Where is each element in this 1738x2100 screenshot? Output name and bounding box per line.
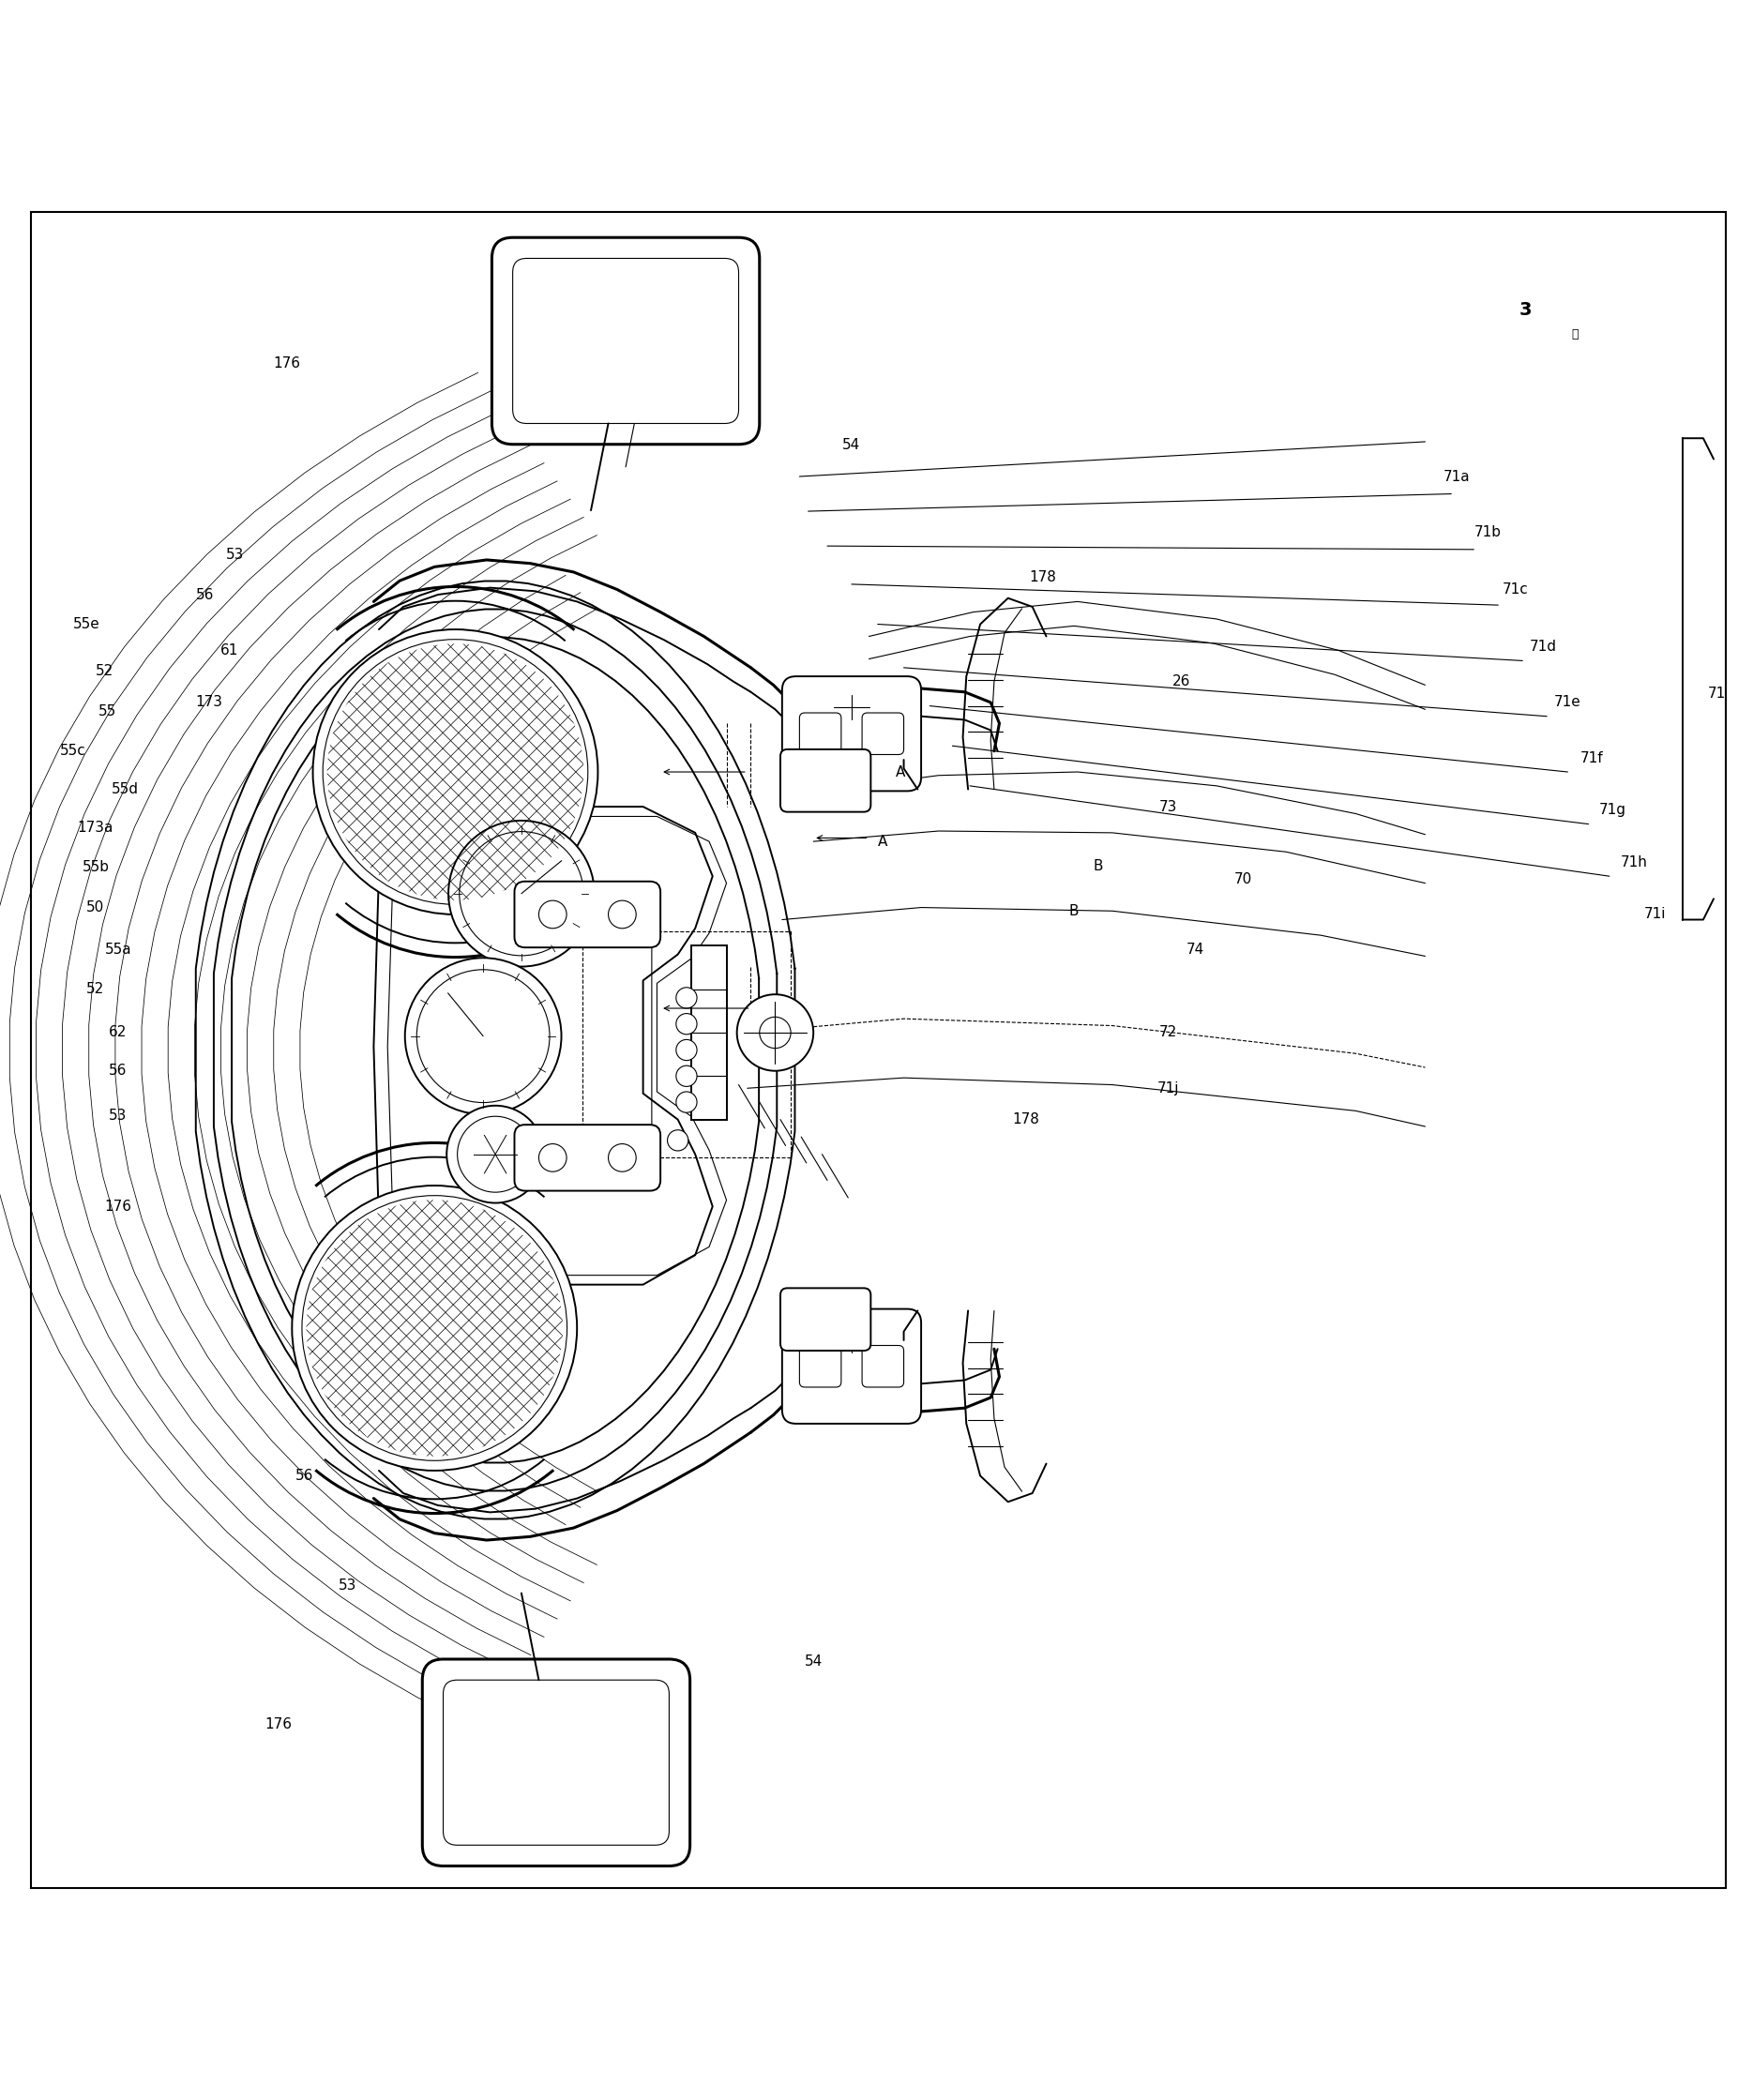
- Text: 176: 176: [104, 1199, 132, 1214]
- Text: 71j: 71j: [1158, 1082, 1178, 1096]
- Text: 52: 52: [87, 983, 104, 995]
- FancyBboxPatch shape: [782, 676, 921, 792]
- Text: 55b: 55b: [82, 861, 109, 874]
- Text: 74: 74: [1187, 943, 1204, 956]
- Text: A: A: [895, 764, 905, 779]
- FancyBboxPatch shape: [799, 1346, 841, 1388]
- Bar: [582, 932, 791, 1157]
- Circle shape: [313, 630, 598, 914]
- FancyBboxPatch shape: [862, 1346, 904, 1388]
- Text: A: A: [878, 834, 888, 848]
- Circle shape: [448, 821, 594, 966]
- Text: 61: 61: [221, 643, 238, 657]
- Text: 71d: 71d: [1529, 640, 1557, 653]
- Text: 178: 178: [1029, 571, 1057, 584]
- Text: 50: 50: [87, 901, 104, 914]
- Circle shape: [676, 1065, 697, 1086]
- FancyBboxPatch shape: [780, 1287, 871, 1350]
- FancyBboxPatch shape: [514, 882, 660, 947]
- Circle shape: [447, 1105, 544, 1203]
- Text: 26: 26: [1173, 674, 1191, 689]
- Text: 71h: 71h: [1620, 855, 1648, 869]
- Text: 70: 70: [1234, 874, 1251, 886]
- Text: B: B: [1093, 859, 1104, 874]
- Text: 71: 71: [1708, 687, 1726, 701]
- Text: 3: 3: [1519, 300, 1533, 319]
- Text: 55c: 55c: [61, 743, 85, 758]
- Circle shape: [405, 958, 561, 1115]
- Circle shape: [539, 1145, 567, 1172]
- Text: 173: 173: [195, 695, 222, 710]
- Text: 53: 53: [339, 1579, 356, 1592]
- Text: 55a: 55a: [104, 943, 132, 956]
- Text: 図: 図: [1571, 328, 1578, 340]
- Circle shape: [676, 1014, 697, 1035]
- Circle shape: [608, 901, 636, 928]
- Circle shape: [539, 901, 567, 928]
- FancyBboxPatch shape: [514, 1126, 660, 1191]
- Text: 71i: 71i: [1644, 907, 1665, 922]
- Text: 71a: 71a: [1443, 470, 1470, 483]
- Text: 56: 56: [295, 1468, 313, 1483]
- Text: 71f: 71f: [1580, 752, 1604, 764]
- Text: 54: 54: [805, 1655, 822, 1670]
- FancyBboxPatch shape: [862, 712, 904, 754]
- Text: 54: 54: [843, 439, 860, 452]
- Text: 71g: 71g: [1599, 802, 1627, 817]
- Text: 178: 178: [1012, 1113, 1039, 1126]
- Text: 53: 53: [109, 1109, 127, 1124]
- Text: 71b: 71b: [1474, 525, 1502, 540]
- FancyBboxPatch shape: [422, 1659, 690, 1867]
- Text: 71c: 71c: [1503, 582, 1528, 596]
- Text: 55: 55: [99, 704, 116, 718]
- Circle shape: [676, 1092, 697, 1113]
- Text: 176: 176: [264, 1718, 292, 1730]
- FancyBboxPatch shape: [492, 237, 760, 445]
- Text: B: B: [1069, 903, 1079, 918]
- Text: 176: 176: [273, 357, 301, 370]
- Text: 173a: 173a: [78, 821, 113, 834]
- Text: 73: 73: [1159, 800, 1177, 813]
- Circle shape: [737, 995, 813, 1071]
- Circle shape: [676, 1040, 697, 1061]
- Text: 72: 72: [1159, 1025, 1177, 1040]
- Text: 71e: 71e: [1554, 695, 1582, 710]
- Text: 56: 56: [109, 1065, 127, 1077]
- Circle shape: [676, 987, 697, 1008]
- Text: 52: 52: [96, 664, 113, 678]
- Text: 53: 53: [226, 548, 243, 561]
- Circle shape: [292, 1186, 577, 1470]
- FancyBboxPatch shape: [780, 750, 871, 813]
- Text: 55d: 55d: [111, 783, 139, 796]
- FancyBboxPatch shape: [799, 712, 841, 754]
- Text: 62: 62: [109, 1025, 127, 1040]
- Text: 56: 56: [196, 588, 214, 603]
- Bar: [692, 945, 726, 1119]
- Circle shape: [667, 1130, 688, 1151]
- Text: 55e: 55e: [73, 617, 101, 632]
- FancyBboxPatch shape: [782, 1308, 921, 1424]
- Circle shape: [608, 1145, 636, 1172]
